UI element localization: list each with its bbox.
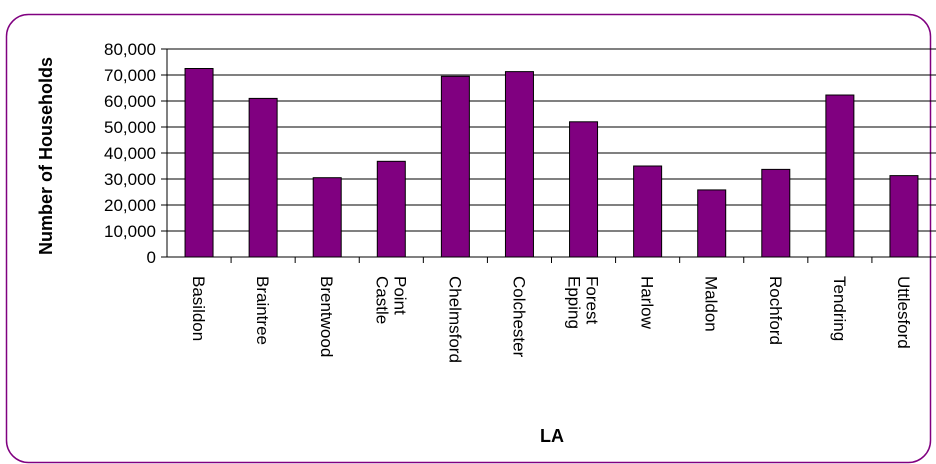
axes	[161, 48, 936, 263]
bar	[761, 168, 791, 258]
bar	[312, 177, 342, 258]
y-tick-label: 50,000	[104, 118, 156, 137]
x-axis-title: LA	[540, 426, 564, 446]
y-tick-label: 80,000	[104, 40, 156, 59]
bar	[504, 71, 534, 258]
y-tick-label: 30,000	[104, 170, 156, 189]
x-tick-label: Braintree	[253, 276, 272, 345]
y-tick-label: 10,000	[104, 222, 156, 241]
bar	[376, 160, 406, 258]
x-tick-label: Forest	[583, 276, 602, 324]
y-tick-labels: 0 10,000 20,000 30,000 40,000 50,000 60,000 70,…	[104, 40, 156, 267]
bars	[184, 68, 919, 258]
y-tick-label: 60,000	[104, 92, 156, 111]
bar	[440, 75, 470, 258]
y-tick-label: 70,000	[104, 66, 156, 85]
x-tick-label: Chelmsford	[445, 276, 464, 363]
x-tick-labels: Basildon Braintree Brentwood Castle Point Che…	[189, 276, 913, 363]
y-tick-label: 0	[147, 248, 156, 267]
bar	[633, 165, 663, 258]
x-tick-label: Tendring	[830, 276, 849, 341]
x-tick-label: Point	[390, 276, 409, 315]
chart-frame	[5, 13, 932, 464]
x-tick-label: Harlow	[638, 276, 657, 330]
x-tick-label: Maldon	[702, 276, 721, 332]
x-tick-label: Epping	[565, 276, 584, 329]
x-tick-label: Brentwood	[317, 276, 336, 357]
x-tick-label: Colchester	[509, 276, 528, 358]
x-tick-label: Rochford	[766, 276, 785, 345]
x-tick-label: Uttlesford	[894, 276, 913, 349]
bar	[825, 94, 855, 258]
bar	[248, 97, 278, 258]
y-axis-title: Number of Households	[36, 57, 56, 255]
gridlines	[167, 48, 936, 232]
x-tick-label: Basildon	[189, 276, 208, 341]
bar	[569, 121, 599, 258]
y-tick-label: 40,000	[104, 144, 156, 163]
bar	[889, 175, 919, 258]
bar	[697, 189, 727, 258]
bar	[184, 68, 214, 258]
y-tick-label: 20,000	[104, 196, 156, 215]
x-tick-label: Castle	[372, 276, 391, 324]
